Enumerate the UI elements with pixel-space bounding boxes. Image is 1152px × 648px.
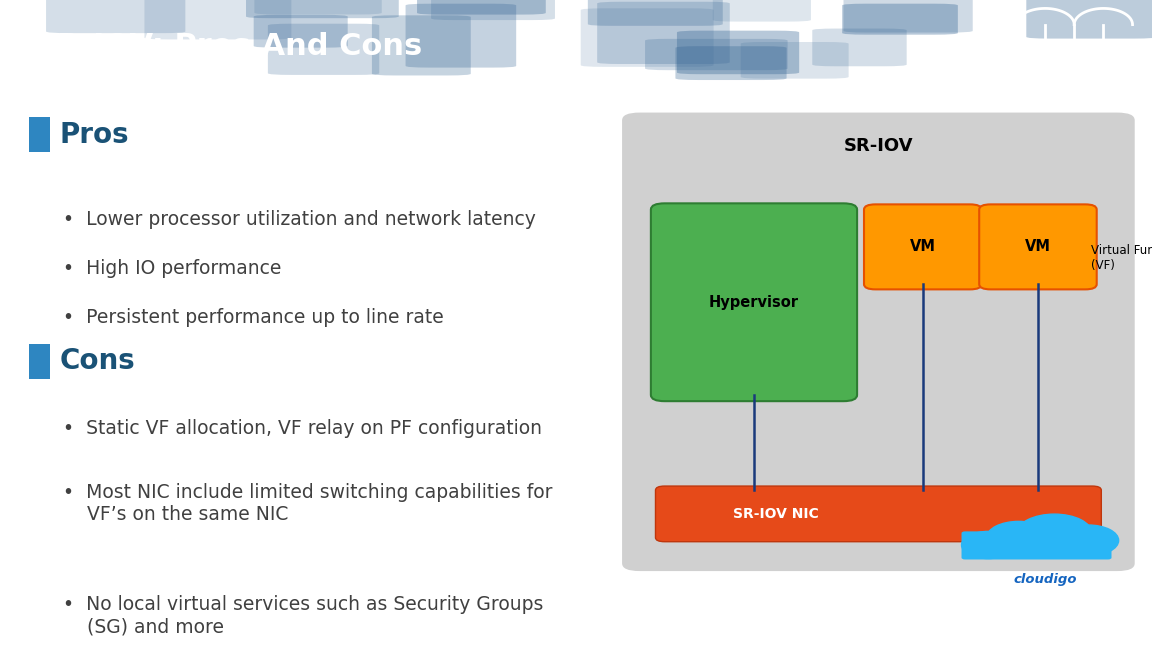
FancyBboxPatch shape bbox=[268, 24, 379, 75]
FancyBboxPatch shape bbox=[406, 4, 516, 67]
FancyBboxPatch shape bbox=[675, 46, 787, 80]
FancyBboxPatch shape bbox=[581, 8, 713, 67]
Text: Hypervisor: Hypervisor bbox=[708, 295, 799, 310]
FancyBboxPatch shape bbox=[864, 204, 982, 290]
FancyBboxPatch shape bbox=[29, 117, 50, 152]
FancyBboxPatch shape bbox=[842, 4, 957, 34]
Text: Cons: Cons bbox=[60, 347, 136, 375]
Text: 2017: 2017 bbox=[202, 617, 232, 631]
Text: •  Persistent performance up to line rate: • Persistent performance up to line rate bbox=[63, 308, 445, 327]
Text: •  Lower processor utilization and network latency: • Lower processor utilization and networ… bbox=[63, 211, 536, 229]
FancyBboxPatch shape bbox=[655, 486, 1101, 542]
FancyBboxPatch shape bbox=[255, 0, 381, 14]
Circle shape bbox=[962, 531, 1015, 559]
Text: SR-IOV: Pros And Cons: SR-IOV: Pros And Cons bbox=[35, 32, 422, 61]
FancyBboxPatch shape bbox=[677, 30, 799, 74]
FancyBboxPatch shape bbox=[588, 0, 722, 26]
FancyBboxPatch shape bbox=[812, 29, 907, 66]
FancyBboxPatch shape bbox=[46, 0, 185, 33]
Text: 5: 5 bbox=[1121, 617, 1129, 631]
FancyBboxPatch shape bbox=[843, 0, 972, 32]
FancyBboxPatch shape bbox=[431, 0, 555, 20]
Text: cloudigo: cloudigo bbox=[1014, 573, 1077, 586]
Text: •  Most NIC include limited switching capabilities for
    VF’s on the same NIC: • Most NIC include limited switching cap… bbox=[63, 483, 553, 524]
Text: VM: VM bbox=[910, 239, 935, 255]
FancyBboxPatch shape bbox=[622, 113, 1135, 571]
FancyBboxPatch shape bbox=[645, 39, 788, 70]
FancyBboxPatch shape bbox=[144, 0, 291, 40]
Text: SR-IOV NIC: SR-IOV NIC bbox=[733, 507, 819, 521]
Circle shape bbox=[986, 522, 1051, 554]
Circle shape bbox=[1017, 514, 1092, 552]
FancyBboxPatch shape bbox=[247, 0, 399, 18]
FancyBboxPatch shape bbox=[597, 2, 729, 64]
Text: SR-IOV: SR-IOV bbox=[843, 137, 914, 155]
FancyBboxPatch shape bbox=[372, 16, 471, 75]
Text: Pros: Pros bbox=[60, 121, 129, 149]
FancyBboxPatch shape bbox=[417, 0, 546, 15]
Text: TECHNOLOGIES: TECHNOLOGIES bbox=[1051, 76, 1098, 81]
FancyBboxPatch shape bbox=[962, 531, 1112, 559]
Text: •  No local virtual services such as Security Groups
    (SG) and more: • No local virtual services such as Secu… bbox=[63, 596, 544, 636]
FancyBboxPatch shape bbox=[651, 203, 857, 401]
FancyBboxPatch shape bbox=[253, 15, 348, 48]
Text: •  Static VF allocation, VF relay on PF configuration: • Static VF allocation, VF relay on PF c… bbox=[63, 419, 543, 438]
Circle shape bbox=[1058, 525, 1119, 556]
FancyBboxPatch shape bbox=[29, 344, 50, 379]
Text: Cloudigo & Mellanox Technologies: Cloudigo & Mellanox Technologies bbox=[23, 617, 223, 631]
FancyBboxPatch shape bbox=[713, 0, 811, 21]
FancyBboxPatch shape bbox=[979, 204, 1097, 290]
Text: •  High IO performance: • High IO performance bbox=[63, 259, 282, 279]
Text: Virtual Function
(VF): Virtual Function (VF) bbox=[1091, 244, 1152, 272]
Text: Mellanox: Mellanox bbox=[1052, 69, 1097, 78]
FancyBboxPatch shape bbox=[741, 42, 849, 78]
Text: VM: VM bbox=[1025, 239, 1051, 255]
FancyBboxPatch shape bbox=[1026, 0, 1152, 39]
